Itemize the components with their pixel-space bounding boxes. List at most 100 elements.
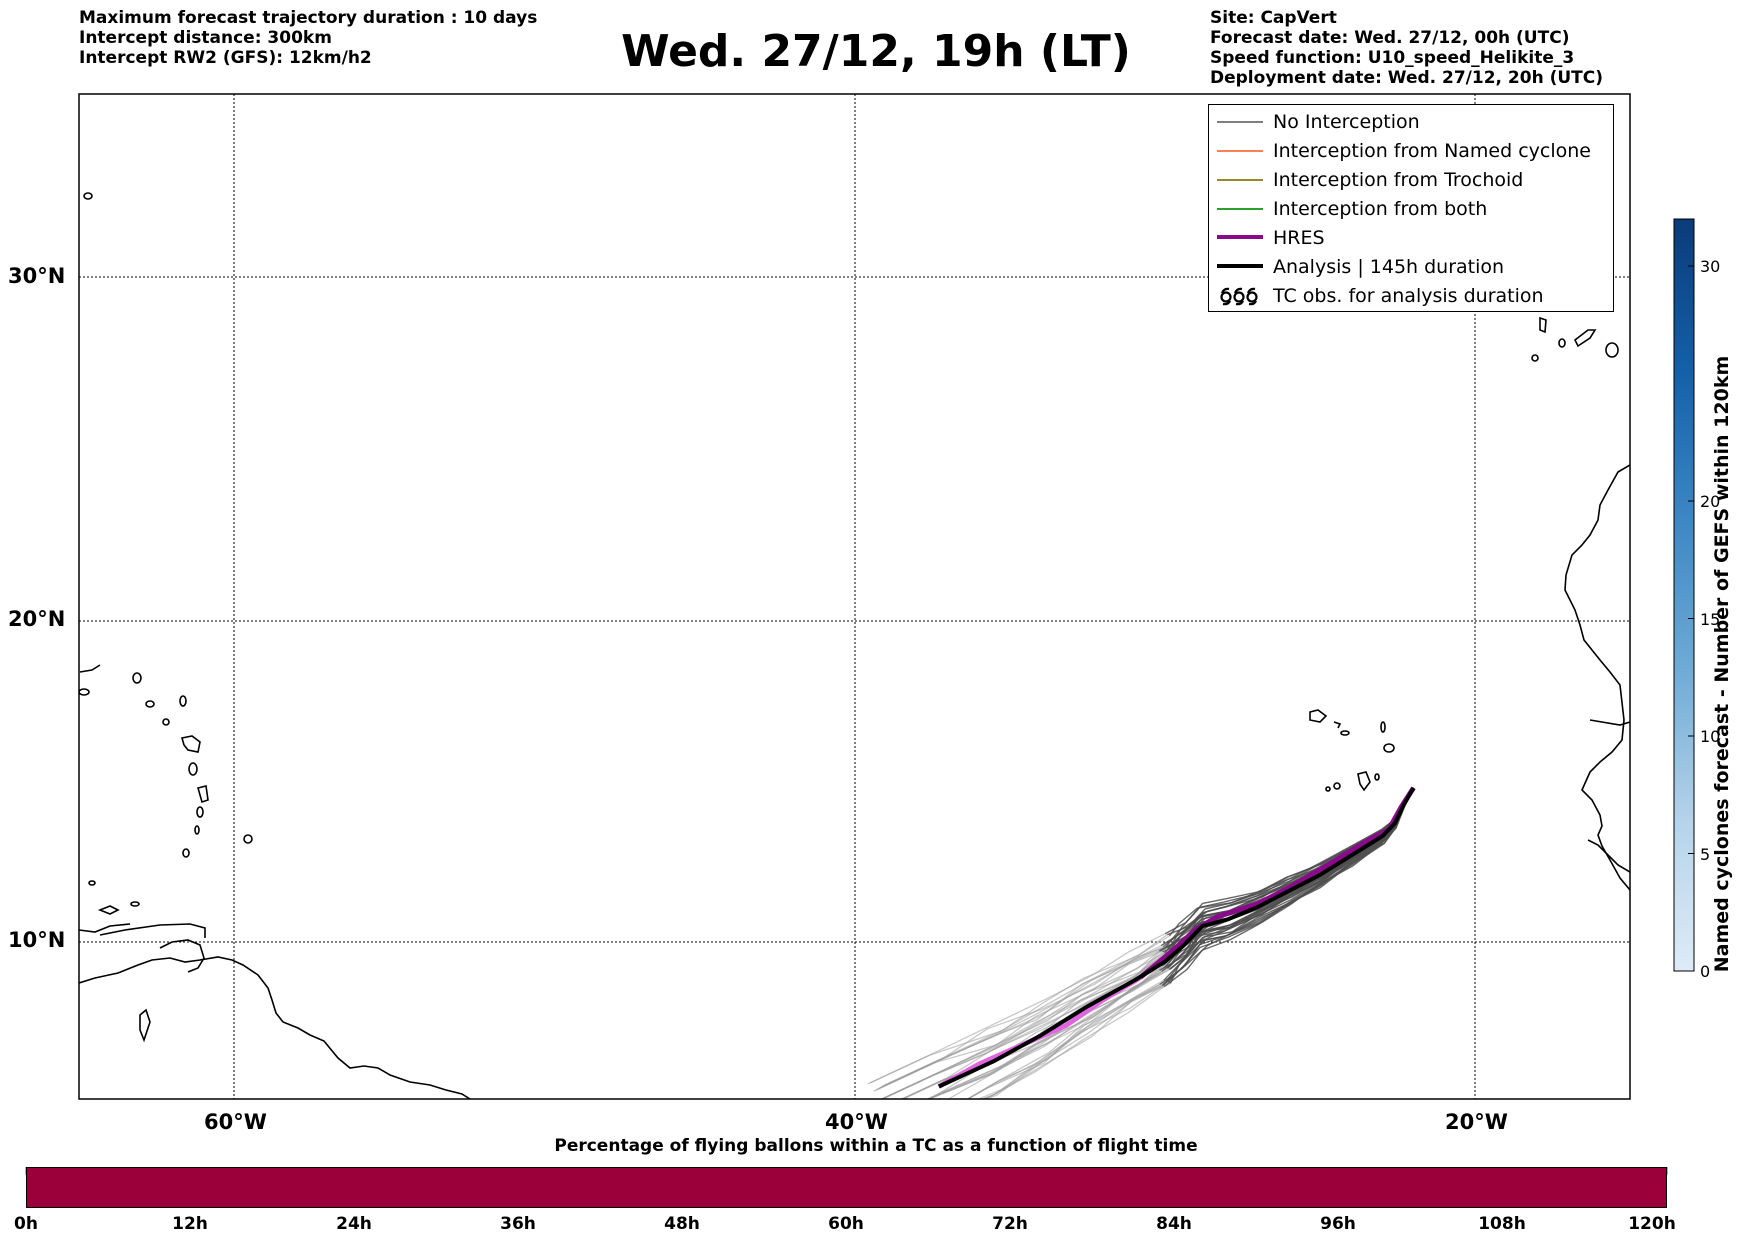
cape-verde-island bbox=[1383, 743, 1395, 753]
curacao-island bbox=[97, 905, 120, 915]
header-left-line: Maximum forecast trajectory duration : 1… bbox=[79, 8, 538, 28]
legend-label: Interception from both bbox=[1273, 197, 1488, 220]
lat-label-10n: 10°N bbox=[8, 928, 66, 952]
legend-label: HRES bbox=[1273, 226, 1325, 249]
cape-verde-island bbox=[1309, 709, 1328, 723]
time-tick-label: 48h bbox=[664, 1214, 700, 1234]
header-right-line: Site: CapVert bbox=[1210, 8, 1337, 28]
colorbar-tick-label: 0 bbox=[1700, 962, 1711, 981]
page-title: Wed. 27/12, 19h (LT) bbox=[621, 26, 1131, 77]
time-tick-label: 24h bbox=[336, 1214, 372, 1234]
time-tick-label: 120h bbox=[1628, 1214, 1676, 1234]
legend: No Interception Interception from Named … bbox=[1208, 104, 1614, 312]
trinidad-coast bbox=[159, 939, 205, 973]
legend-label: TC obs. for analysis duration bbox=[1273, 284, 1544, 307]
header-left-line: Intercept distance: 300km bbox=[79, 28, 332, 48]
trajectory-line bbox=[1138, 786, 1416, 980]
cape-verde-island bbox=[1374, 773, 1380, 781]
time-tick-label: 72h bbox=[992, 1214, 1028, 1234]
island bbox=[132, 672, 142, 684]
island bbox=[88, 880, 96, 886]
west-africa-coastline bbox=[1564, 464, 1630, 891]
cape-verde-island bbox=[1325, 786, 1331, 792]
time-tick-label: 0h bbox=[14, 1214, 38, 1234]
island bbox=[179, 695, 187, 707]
legend-item-analysis: Analysis | 145h duration bbox=[1217, 252, 1504, 281]
header-right-line: Forecast date: Wed. 27/12, 00h (UTC) bbox=[1210, 28, 1570, 48]
martinique-island bbox=[197, 785, 209, 804]
lon-label-20w: 20°W bbox=[1445, 1110, 1508, 1134]
legend-item-named-cyclone: Interception from Named cyclone bbox=[1217, 136, 1591, 165]
time-tick-label: 96h bbox=[1320, 1214, 1356, 1234]
colorbar-tick-label: 30 bbox=[1700, 257, 1721, 276]
legend-swatch bbox=[1217, 235, 1263, 239]
time-tick-label: 36h bbox=[500, 1214, 536, 1234]
header-left-info: Maximum forecast trajectory duration : 1… bbox=[79, 8, 537, 68]
lat-label-30n: 30°N bbox=[8, 264, 66, 288]
dominica-island bbox=[188, 762, 198, 776]
legend-label: Analysis | 145h duration bbox=[1273, 255, 1505, 278]
island bbox=[79, 688, 90, 696]
island bbox=[79, 664, 101, 673]
cape-verde-island bbox=[1333, 721, 1342, 729]
colorbar bbox=[1673, 218, 1695, 972]
tc-symbol-icon bbox=[1220, 287, 1258, 306]
colorbar-tick-label: 10 bbox=[1700, 727, 1721, 746]
trajectory-line bbox=[981, 986, 1165, 1099]
canary-island bbox=[1539, 316, 1547, 334]
canary-island bbox=[1573, 329, 1597, 348]
legend-swatch bbox=[1217, 121, 1263, 123]
header-right-info: Site: CapVert Forecast date: Wed. 27/12,… bbox=[1210, 8, 1603, 88]
header-right-line: Deployment date: Wed. 27/12, 20h (UTC) bbox=[1210, 68, 1604, 88]
paria-peninsula bbox=[99, 923, 206, 938]
island bbox=[162, 718, 170, 726]
island bbox=[130, 901, 140, 907]
colorbar-tick-label: 5 bbox=[1700, 845, 1711, 864]
guadeloupe-island bbox=[180, 735, 201, 753]
analysis-trajectory-group bbox=[937, 786, 1416, 1089]
lon-label-40w: 40°W bbox=[825, 1110, 888, 1134]
trajectory-line bbox=[984, 985, 1164, 1099]
ensemble-trajectories-late bbox=[867, 933, 1172, 1099]
south-america-coastline bbox=[79, 956, 471, 1099]
canary-island bbox=[1558, 338, 1566, 348]
map-frame bbox=[78, 93, 1631, 1100]
island bbox=[145, 700, 155, 708]
legend-swatch bbox=[1217, 264, 1263, 268]
trajectory-line bbox=[966, 979, 1165, 1099]
venezuela-north-coast bbox=[79, 923, 131, 933]
time-tick-label: 84h bbox=[1156, 1214, 1192, 1234]
legend-label: Interception from Trochoid bbox=[1273, 168, 1524, 191]
legend-item-no-interception: No Interception bbox=[1217, 107, 1420, 136]
legend-item-trochoid: Interception from Trochoid bbox=[1217, 165, 1523, 194]
trajectory-line bbox=[869, 933, 1166, 1084]
lon-label-60w: 60°W bbox=[204, 1110, 267, 1134]
trajectory-line bbox=[927, 967, 1169, 1099]
lat-label-20n: 20°N bbox=[8, 607, 66, 631]
cape-verde-island bbox=[1340, 730, 1350, 736]
header-right-line: Speed function: U10_speed_Helikite_3 bbox=[1210, 48, 1575, 68]
grenada-island bbox=[182, 848, 190, 858]
legend-label: Interception from Named cyclone bbox=[1273, 139, 1591, 162]
canary-island bbox=[1531, 354, 1539, 362]
barbados-island bbox=[243, 834, 253, 844]
st-lucia-island bbox=[196, 806, 204, 818]
colorbar-tick-label: 15 bbox=[1700, 610, 1721, 629]
time-bar-title: Percentage of flying ballons within a TC… bbox=[554, 1136, 1198, 1156]
bissagos-coast bbox=[1587, 839, 1630, 873]
santiago-island bbox=[1357, 771, 1371, 792]
legend-swatch bbox=[1217, 179, 1263, 181]
header-left-line: Intercept RW2 (GFS): 12km/h2 bbox=[79, 48, 372, 68]
island bbox=[139, 1008, 151, 1043]
trajectory-line bbox=[900, 952, 1165, 1099]
colorbar-tick-label: 20 bbox=[1700, 492, 1721, 511]
legend-item-tc-obs: TC obs. for analysis duration bbox=[1217, 281, 1544, 310]
time-tick-label: 60h bbox=[828, 1214, 864, 1234]
trajectory-line bbox=[937, 786, 1416, 1089]
island bbox=[83, 192, 93, 200]
legend-item-hres: HRES bbox=[1217, 223, 1325, 252]
st-vincent-island bbox=[194, 825, 200, 835]
trajectory-line bbox=[1162, 787, 1415, 987]
legend-label: No Interception bbox=[1273, 110, 1420, 133]
trajectory-line bbox=[880, 949, 1172, 1099]
